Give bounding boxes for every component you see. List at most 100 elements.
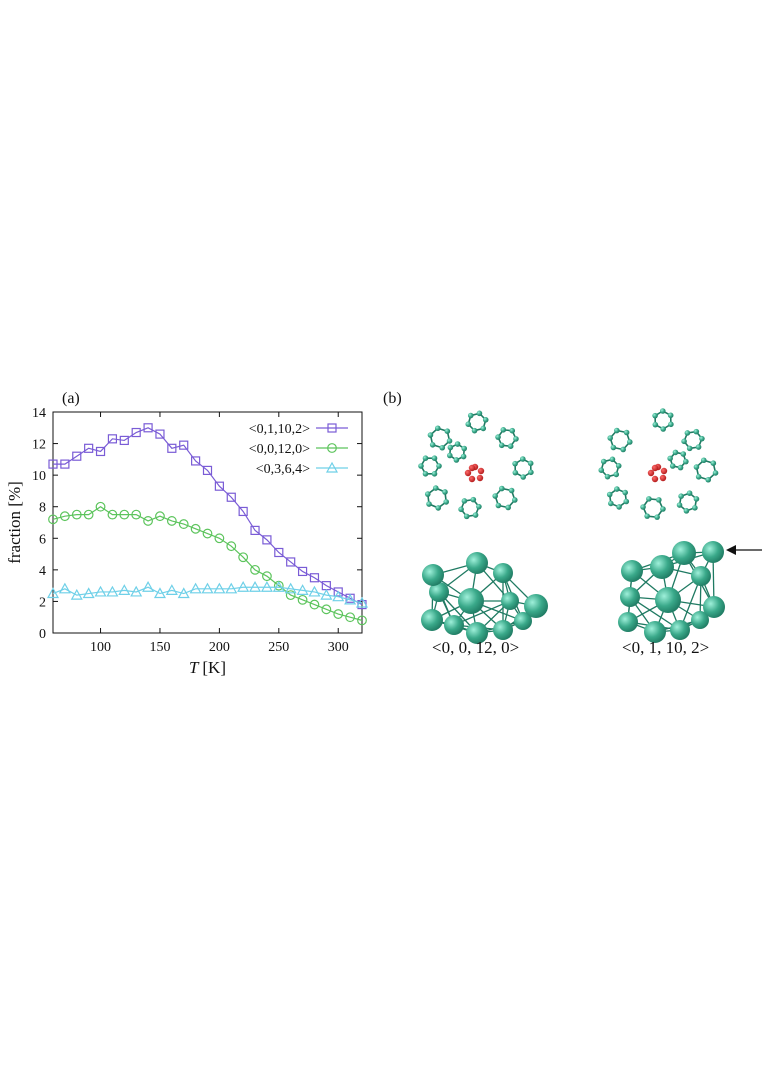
- atom: [476, 410, 483, 417]
- atom: [606, 491, 613, 498]
- data-point: [178, 519, 189, 529]
- data-point: [119, 435, 129, 446]
- atom: [691, 611, 709, 629]
- series-line: [52, 586, 363, 604]
- data-point: [166, 516, 177, 526]
- atom: [669, 463, 676, 469]
- atom: [460, 453, 467, 460]
- center-atom: [651, 464, 659, 472]
- data-point: [286, 557, 296, 567]
- data-point: [355, 596, 369, 608]
- atom: [492, 493, 498, 499]
- atom: [499, 485, 505, 492]
- atom: [623, 498, 630, 505]
- atom: [466, 552, 488, 574]
- atom: [620, 587, 640, 607]
- data-point: [48, 514, 58, 525]
- pointer-arrow: [726, 545, 762, 555]
- atom: [676, 502, 683, 508]
- legend-marker: [327, 443, 337, 453]
- center-atom: [464, 469, 472, 477]
- data-point: [214, 481, 224, 491]
- legend-marker: [327, 423, 337, 433]
- data-point: [297, 594, 308, 605]
- atom: [470, 496, 477, 503]
- x-tick-label: 200: [209, 640, 230, 655]
- data-point: [177, 587, 190, 599]
- center-atom: [659, 474, 667, 482]
- atom: [458, 588, 484, 614]
- center-atom: [660, 467, 668, 475]
- atom: [467, 412, 474, 419]
- data-point: [260, 580, 273, 592]
- atom: [461, 498, 468, 504]
- atom: [432, 485, 439, 491]
- atom: [512, 460, 518, 467]
- atom: [614, 427, 620, 434]
- atom: [519, 456, 526, 462]
- data-point: [189, 582, 202, 594]
- figure: (a) 100 150 200 250 300 0 2 4 6 8 10 12 14 T [K] fract…: [0, 380, 763, 700]
- data-point: [226, 541, 237, 552]
- data-point: [107, 509, 118, 520]
- atom: [600, 458, 607, 465]
- atom: [501, 592, 519, 610]
- atom: [493, 563, 513, 583]
- atom: [667, 412, 674, 419]
- data-point: [250, 564, 260, 575]
- atom: [614, 486, 620, 492]
- atom: [655, 587, 681, 613]
- data-point: [179, 440, 189, 450]
- data-point: [107, 434, 118, 444]
- atom: [461, 445, 468, 452]
- data-point: [250, 525, 260, 535]
- atom: [660, 506, 666, 512]
- atom: [472, 512, 479, 518]
- atom: [436, 463, 442, 469]
- data-point: [71, 509, 82, 520]
- atom: [672, 449, 679, 456]
- atom: [439, 444, 446, 451]
- atom: [683, 508, 690, 514]
- data-point: [285, 590, 296, 601]
- atom: [695, 444, 702, 450]
- atom: [659, 408, 666, 414]
- atom: [623, 429, 630, 436]
- atom: [418, 463, 424, 469]
- data-point: [191, 456, 201, 466]
- data-point: [309, 573, 320, 583]
- atom: [476, 503, 482, 510]
- data-point: [106, 585, 119, 597]
- legend-label: <0,3,6,4>: [256, 462, 310, 477]
- data-point: [296, 584, 309, 595]
- legend-label: <0,0,12,0>: [249, 442, 310, 457]
- data-point: [82, 587, 95, 599]
- atom: [429, 441, 436, 448]
- data-point: [72, 451, 82, 461]
- atom: [660, 426, 667, 432]
- center-atoms: [464, 463, 485, 483]
- atom: [422, 470, 429, 477]
- plot-frame: [52, 411, 363, 634]
- atom: [640, 504, 646, 510]
- data-point: [46, 587, 60, 599]
- data-point: [333, 587, 343, 597]
- center-atom: [468, 475, 476, 483]
- atom: [427, 432, 434, 438]
- atom: [471, 427, 478, 434]
- data-point: [274, 547, 284, 558]
- atom: [699, 435, 705, 442]
- atom: [426, 501, 432, 507]
- atom: [465, 421, 472, 428]
- data-point: [58, 582, 71, 594]
- atom: [454, 441, 461, 447]
- center-atom: [651, 475, 659, 483]
- data-point: [262, 571, 272, 582]
- atom: [656, 497, 662, 503]
- data-point: [213, 582, 226, 594]
- center-atom: [647, 469, 655, 477]
- y-tick-label: 4: [39, 564, 46, 579]
- atom: [463, 513, 470, 520]
- data-point: [131, 427, 141, 438]
- atom: [607, 435, 613, 441]
